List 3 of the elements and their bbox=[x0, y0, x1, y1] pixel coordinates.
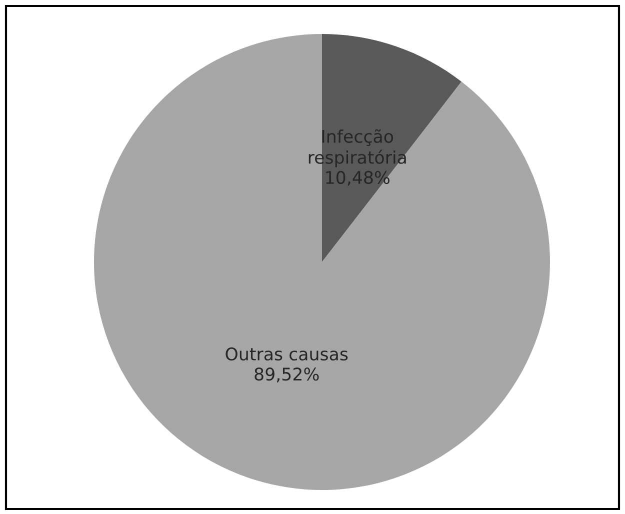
data-label: 89,52% bbox=[254, 368, 319, 382]
pie-slice bbox=[94, 34, 550, 490]
slice-label: Outras causas bbox=[226, 347, 348, 361]
